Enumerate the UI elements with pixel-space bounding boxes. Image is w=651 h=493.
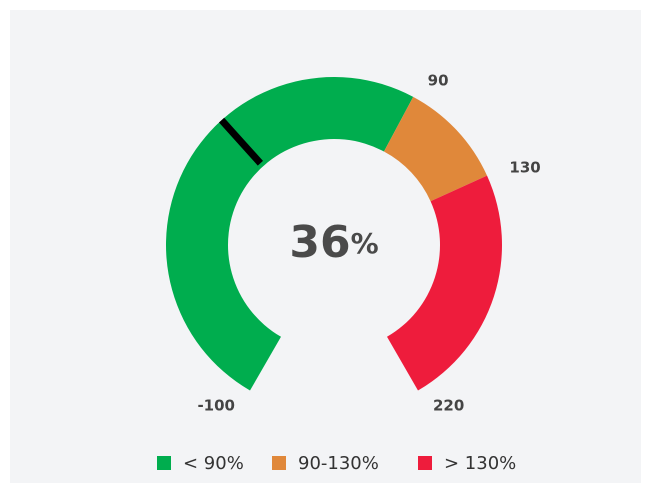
gauge-tick-label: -100 xyxy=(197,397,235,415)
legend-swatch xyxy=(272,456,286,470)
needle xyxy=(218,117,263,166)
gauge-band xyxy=(383,96,488,202)
legend-label: 90-130% xyxy=(298,453,379,474)
gauge-tick-label: 130 xyxy=(509,159,540,177)
value-unit: % xyxy=(351,227,379,260)
legend-label: < 90% xyxy=(183,453,244,474)
gauge-tick-label: 90 xyxy=(428,71,449,89)
center-value: 36% xyxy=(289,217,378,268)
value-number: 36 xyxy=(289,217,350,268)
legend-label: > 130% xyxy=(444,453,516,474)
legend-swatch xyxy=(157,456,171,470)
gauge-band xyxy=(387,175,502,391)
gauge-tick-label: 220 xyxy=(433,397,464,415)
legend-swatch xyxy=(418,456,432,470)
gauge-band xyxy=(165,76,414,391)
